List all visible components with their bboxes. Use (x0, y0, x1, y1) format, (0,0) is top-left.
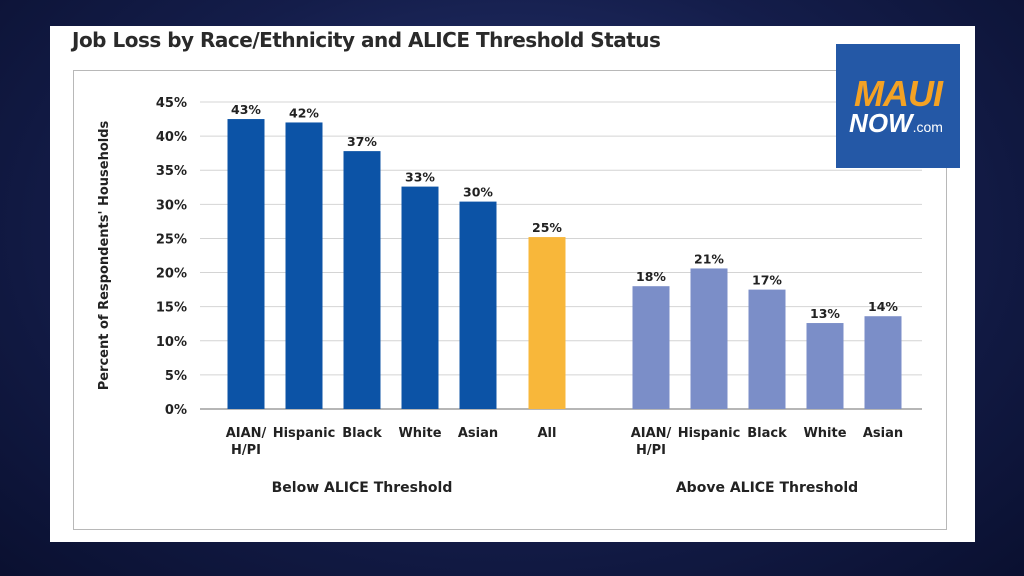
data-label: 25% (532, 220, 562, 235)
data-label: 17% (752, 273, 782, 288)
logo-com-text: .com (912, 119, 943, 135)
y-tick-label: 35% (156, 164, 187, 179)
maui-now-logo: MAUI NOW.com (836, 44, 960, 168)
plot-frame (73, 70, 947, 530)
data-label: 14% (868, 299, 898, 314)
x-tick-label: AIAN/ (631, 426, 672, 441)
bar (401, 186, 439, 409)
bar (806, 323, 844, 409)
x-tick-label: Asian (458, 426, 498, 441)
y-tick-label: 40% (156, 130, 187, 145)
data-label: 21% (694, 251, 724, 266)
y-tick-label: 10% (156, 335, 187, 350)
x-tick-label: AIAN/ (226, 426, 267, 441)
y-tick-label: 45% (156, 96, 187, 111)
bar (864, 316, 902, 409)
data-label: 30% (463, 185, 493, 200)
x-tick-label: H/PI (636, 443, 666, 458)
bar (343, 151, 381, 409)
data-label: 43% (231, 102, 261, 117)
x-tick-label: Black (747, 426, 787, 441)
x-tick-label: White (398, 426, 441, 441)
bar (690, 268, 728, 409)
bar (285, 122, 323, 409)
y-tick-label: 30% (156, 198, 187, 213)
group-label: Above ALICE Threshold (676, 480, 858, 496)
data-label: 18% (636, 269, 666, 284)
bar (227, 119, 265, 410)
y-axis-title: Percent of Respondents' Households (97, 120, 112, 390)
data-label: 13% (810, 306, 840, 321)
y-tick-label: 20% (156, 267, 187, 282)
x-tick-label: Hispanic (678, 426, 741, 441)
bar (459, 201, 497, 409)
logo-sub-text: NOW.com (836, 110, 956, 141)
y-tick-label: 15% (156, 301, 187, 316)
bar (748, 289, 786, 409)
x-tick-label: Asian (863, 426, 903, 441)
x-tick-label: White (803, 426, 846, 441)
data-label: 33% (405, 170, 435, 185)
group-label: Below ALICE Threshold (272, 480, 453, 496)
x-tick-label: All (538, 426, 557, 441)
x-tick-label: Hispanic (273, 426, 336, 441)
data-label: 37% (347, 134, 377, 149)
x-tick-label: Black (342, 426, 382, 441)
chart-title: Job Loss by Race/Ethnicity and ALICE Thr… (72, 28, 661, 52)
y-tick-label: 25% (156, 232, 187, 247)
x-tick-label: H/PI (231, 443, 261, 458)
y-tick-label: 0% (165, 403, 187, 418)
bar (528, 237, 566, 409)
logo-now-text: NOW (849, 108, 913, 138)
logo-main-text: MAUI (854, 73, 943, 114)
y-tick-label: 5% (165, 369, 187, 384)
bar (632, 286, 670, 409)
chart-panel: Job Loss by Race/Ethnicity and ALICE Thr… (50, 26, 975, 542)
data-label: 42% (289, 105, 319, 120)
